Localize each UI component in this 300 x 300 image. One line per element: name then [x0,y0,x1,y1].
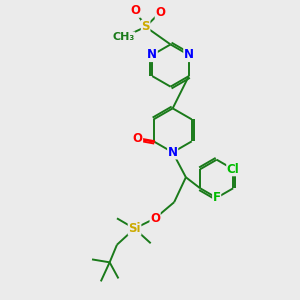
Text: N: N [168,146,178,159]
Text: Cl: Cl [227,163,240,176]
Text: O: O [130,4,140,17]
Text: O: O [150,212,160,225]
Text: F: F [213,191,221,204]
Text: O: O [133,132,142,145]
Text: Si: Si [128,222,141,235]
Text: CH₃: CH₃ [112,32,135,42]
Text: S: S [141,20,150,33]
Text: N: N [184,49,194,62]
Text: O: O [155,6,165,19]
Text: N: N [147,49,157,62]
